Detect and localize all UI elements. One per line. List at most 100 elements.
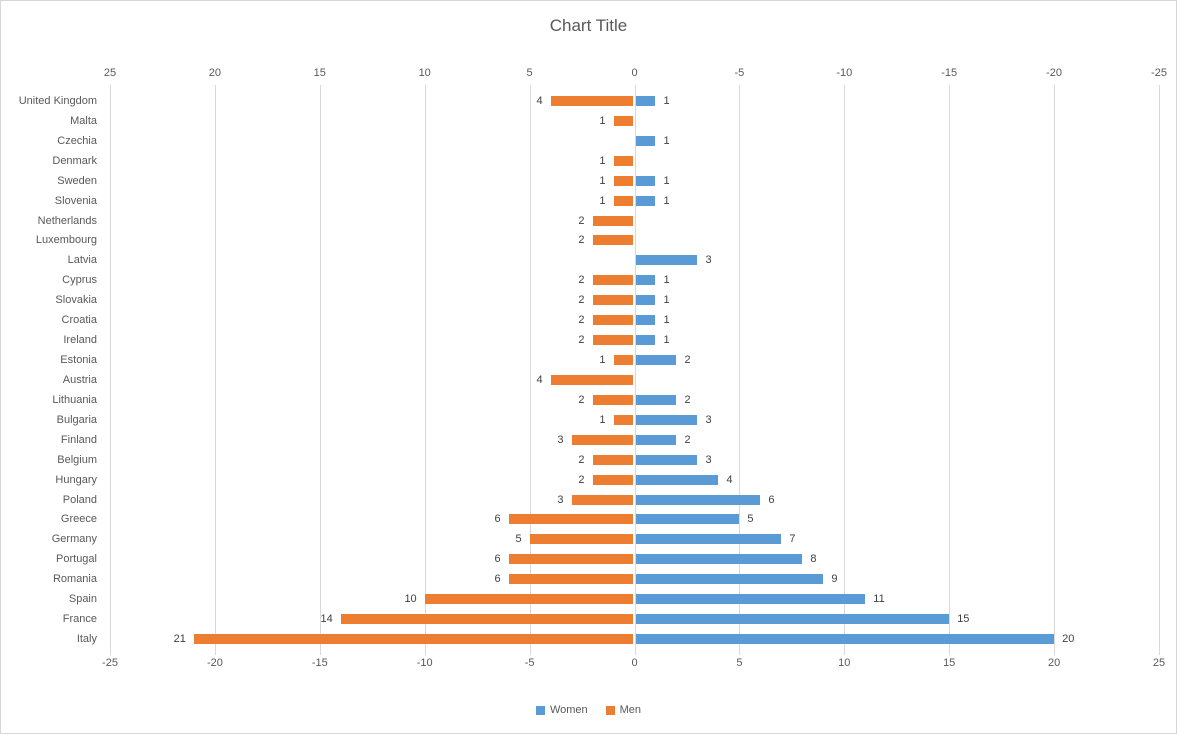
bottom-axis-tick (949, 649, 951, 655)
bar-women[interactable] (635, 95, 656, 106)
bar-women[interactable] (635, 335, 656, 346)
bar-women[interactable] (635, 594, 866, 605)
legend-label-men: Men (619, 704, 642, 716)
value-label-women: 1 (663, 274, 670, 287)
legend-item-women[interactable]: Women (535, 704, 588, 716)
bar-men[interactable] (529, 534, 634, 545)
category-label: Sweden (57, 174, 97, 187)
bar-men[interactable] (508, 514, 634, 525)
bar-women[interactable] (635, 554, 803, 565)
bar-women[interactable] (635, 295, 656, 306)
value-label-men: 4 (536, 94, 543, 107)
bar-men[interactable] (592, 215, 634, 226)
bar-men[interactable] (592, 315, 634, 326)
bar-women[interactable] (635, 135, 656, 146)
bar-men[interactable] (613, 355, 634, 366)
bar-men[interactable] (193, 634, 634, 645)
bar-men[interactable] (613, 414, 634, 425)
bar-men[interactable] (592, 454, 634, 465)
bar-women[interactable] (635, 195, 656, 206)
value-label-men: 1 (599, 194, 606, 207)
value-label-men: 14 (320, 613, 333, 626)
bar-men[interactable] (592, 474, 634, 485)
bar-women[interactable] (635, 315, 656, 326)
gridline (949, 91, 951, 649)
bar-women[interactable] (635, 434, 677, 445)
bottom-axis-tick-label: -25 (102, 657, 118, 669)
value-label-men: 2 (578, 294, 585, 307)
category-label: Slovakia (55, 294, 97, 307)
bar-women[interactable] (635, 175, 656, 186)
category-label: Romania (52, 573, 97, 586)
bottom-axis-tick-label: -10 (416, 657, 433, 669)
bar-men[interactable] (508, 574, 634, 585)
bar-men[interactable] (592, 295, 634, 306)
value-label-men: 2 (578, 453, 585, 466)
value-label-men: 3 (557, 433, 564, 446)
top-axis-tick (424, 85, 426, 91)
value-label-men: 5 (515, 533, 522, 546)
bar-men[interactable] (340, 614, 634, 625)
bottom-axis-tick (110, 649, 111, 655)
category-label: Hungary (55, 473, 97, 486)
value-label-women: 6 (768, 493, 775, 506)
bar-men[interactable] (424, 594, 634, 605)
top-axis-tick-label: 5 (526, 67, 533, 79)
top-axis-tick (529, 85, 531, 91)
category-label: Italy (76, 633, 97, 646)
bottom-axis-tick-label: 5 (736, 657, 743, 669)
bar-women[interactable] (635, 414, 698, 425)
bar-men[interactable] (550, 374, 634, 385)
top-axis-tick-label: 25 (103, 67, 117, 79)
bar-women[interactable] (635, 454, 698, 465)
top-axis-tick-label: 0 (631, 67, 638, 79)
bar-men[interactable] (592, 335, 634, 346)
legend-item-men[interactable]: Men (605, 704, 642, 716)
category-label: Austria (62, 373, 97, 386)
value-label-women: 1 (663, 134, 670, 147)
bar-women[interactable] (635, 534, 782, 545)
value-label-women: 15 (957, 613, 970, 626)
bar-men[interactable] (571, 494, 634, 505)
gridline (1054, 91, 1056, 649)
bar-women[interactable] (635, 355, 677, 366)
bar-men[interactable] (592, 275, 634, 286)
bar-men[interactable] (613, 155, 634, 166)
bar-women[interactable] (635, 275, 656, 286)
bar-men[interactable] (613, 195, 634, 206)
value-label-men: 2 (578, 473, 585, 486)
category-label: Finland (60, 433, 97, 446)
gridline (739, 91, 741, 649)
category-label: Bulgaria (56, 413, 97, 426)
bar-men[interactable] (592, 394, 634, 405)
value-label-men: 2 (578, 314, 585, 327)
bar-women[interactable] (635, 394, 677, 405)
bar-women[interactable] (635, 614, 950, 625)
bar-women[interactable] (635, 255, 698, 266)
bar-women[interactable] (635, 474, 719, 485)
bar-men[interactable] (592, 235, 634, 246)
value-label-men: 2 (578, 274, 585, 287)
top-axis-tick (739, 85, 741, 91)
bar-men[interactable] (550, 95, 634, 106)
bar-men[interactable] (613, 115, 634, 126)
bar-women[interactable] (635, 494, 761, 505)
value-label-women: 2 (684, 393, 691, 406)
category-label: Greece (60, 513, 97, 526)
bar-women[interactable] (635, 514, 740, 525)
bar-men[interactable] (508, 554, 634, 565)
gridline (214, 91, 216, 649)
value-label-women: 20 (1062, 633, 1075, 646)
bar-men[interactable] (613, 175, 634, 186)
bar-men[interactable] (571, 434, 634, 445)
value-label-men: 1 (599, 354, 606, 367)
bar-women[interactable] (635, 634, 1055, 645)
top-axis-tick (1054, 85, 1056, 91)
category-label: Croatia (61, 314, 97, 327)
category-label: United Kingdom (18, 94, 97, 107)
category-label: Netherlands (37, 214, 97, 227)
category-label: Estonia (60, 354, 97, 367)
gridline (844, 91, 846, 649)
bar-women[interactable] (635, 574, 824, 585)
